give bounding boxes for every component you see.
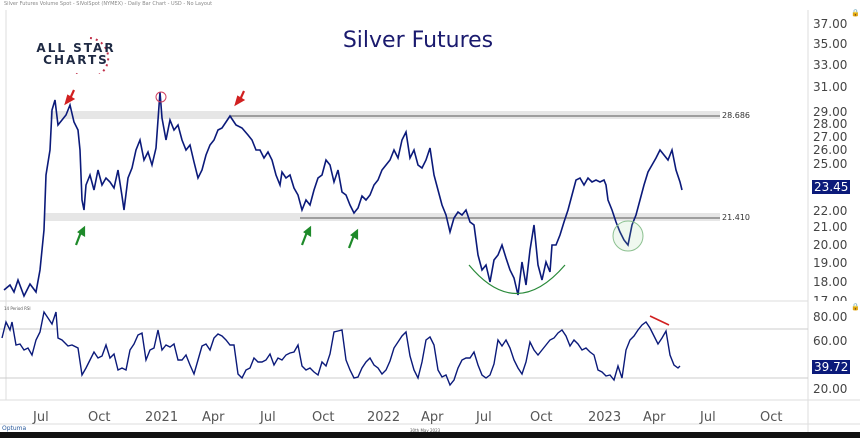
rsi-tick: 20.00 <box>813 382 848 396</box>
price-tick: 28.00 <box>813 117 848 131</box>
current-price-tag: 23.45 <box>812 180 851 194</box>
resistance-label: 28.686 <box>722 111 750 120</box>
rounding-bottom-arc <box>468 264 566 295</box>
logo-line2: CHARTS <box>43 53 109 67</box>
lock-icon[interactable]: 🔒 <box>851 9 860 17</box>
x-tick: Jul <box>476 410 492 425</box>
rsi-tick: 80.00 <box>813 310 848 324</box>
lock-icon[interactable]: 🔒 <box>851 303 860 311</box>
rsi-label: 14 Period RSI <box>4 306 31 311</box>
price-tick: 35.00 <box>813 37 848 51</box>
red-arrow-1 <box>64 89 76 106</box>
x-tick: Apr <box>202 410 225 425</box>
x-tick: Apr <box>643 410 666 425</box>
price-tick: 17.00 <box>813 294 848 301</box>
price-tick: 20.00 <box>813 238 848 252</box>
rsi-divergence-line <box>649 315 670 326</box>
resistance-zone <box>50 111 720 119</box>
x-tick: Oct <box>312 410 335 425</box>
x-tick: 2021 <box>145 410 179 425</box>
all-star-charts-logo: ALL STAR CHARTS <box>30 37 130 78</box>
chart-title: Silver Futures <box>342 28 494 53</box>
x-tick: 2022 <box>367 410 401 425</box>
rsi-tick: 60.00 <box>813 334 848 348</box>
price-tick: 33.00 <box>813 58 848 72</box>
optuma-brand: Optuma <box>2 425 27 432</box>
x-tick: Apr <box>421 410 444 425</box>
price-tick: 21.00 <box>813 220 848 234</box>
price-tick: 26.00 <box>813 143 848 157</box>
x-tick: Oct <box>530 410 553 425</box>
red-circle-marker <box>155 91 167 103</box>
green-arrow-3 <box>347 228 359 249</box>
date-stamp: 30th May 2023 <box>410 428 441 433</box>
price-series <box>3 91 683 298</box>
x-tick: 2023 <box>588 410 622 425</box>
red-arrow-2 <box>234 90 246 107</box>
price-tick: 19.00 <box>813 256 848 270</box>
x-tick: Jul <box>33 410 49 425</box>
price-tick: 37.00 <box>813 17 848 31</box>
price-tick: 27.00 <box>813 130 848 144</box>
footer-bar <box>0 432 860 438</box>
logo-line1: ALL STAR <box>36 41 116 55</box>
price-tick: 25.00 <box>813 157 848 171</box>
price-tick: 22.00 <box>813 204 848 218</box>
x-tick: Jul <box>260 410 276 425</box>
x-tick: Jul <box>700 410 716 425</box>
green-arrow-1 <box>74 225 86 246</box>
green-arrow-2 <box>300 225 312 246</box>
support-zone <box>45 213 720 221</box>
x-tick: Oct <box>760 410 783 425</box>
green-circle-marker <box>612 220 644 252</box>
x-tick: Oct <box>88 410 111 425</box>
price-tick: 31.00 <box>813 80 848 94</box>
price-tick: 18.00 <box>813 275 848 289</box>
chart-header: Silver Futures Volume Spot - SIVolSpot (… <box>4 1 213 7</box>
price-tick: 29.00 <box>813 105 848 119</box>
support-label: 21.410 <box>722 213 750 222</box>
rsi-series <box>1 310 681 387</box>
current-rsi-tag: 39.72 <box>812 360 851 374</box>
